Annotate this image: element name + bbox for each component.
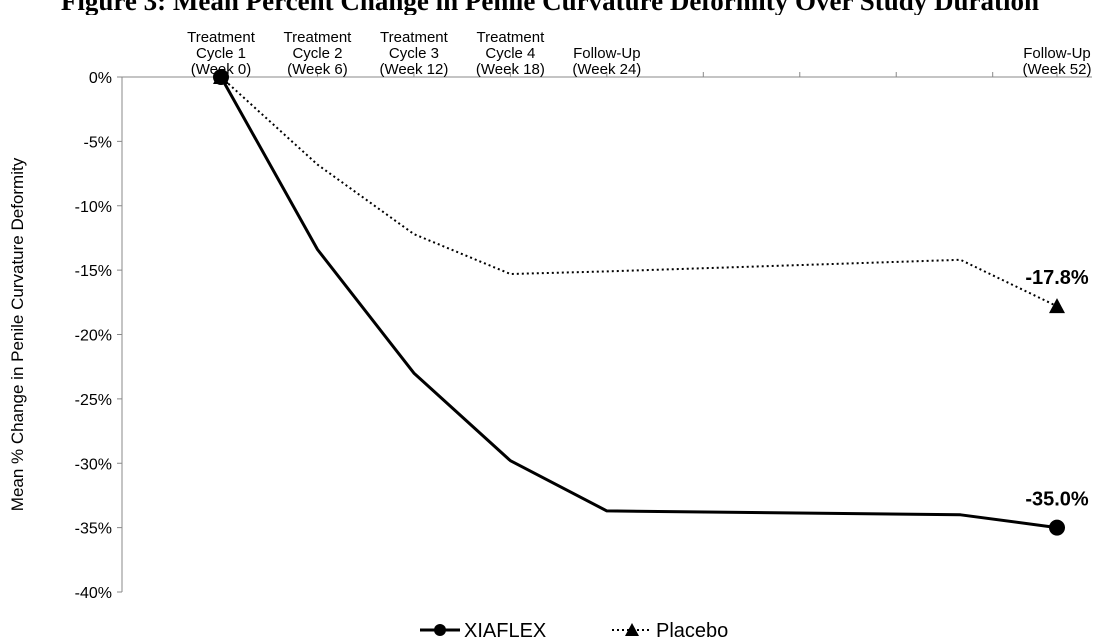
data-label-xiaflex: -35.0% xyxy=(1025,489,1089,511)
x-top-label: Cycle 3 xyxy=(389,45,439,62)
data-label-placebo: -17.8% xyxy=(1025,267,1089,289)
x-top-label: (Week 24) xyxy=(572,61,641,78)
y-tick-label: -40% xyxy=(75,585,112,602)
legend-label-placebo: Placebo xyxy=(656,620,728,642)
x-top-label: (Week 18) xyxy=(476,61,545,78)
series-marker-placebo xyxy=(213,69,229,84)
x-top-label: Treatment xyxy=(284,29,353,46)
x-top-label: Treatment xyxy=(476,29,545,46)
x-top-label: Cycle 2 xyxy=(292,45,342,62)
series-line-placebo xyxy=(220,76,1058,308)
series-marker-placebo xyxy=(1049,298,1065,314)
x-top-label: (Week 12) xyxy=(379,61,448,78)
chart-title: Figure 3: Mean Percent Change in Penile … xyxy=(60,0,1040,15)
x-top-label: Treatment xyxy=(187,29,256,46)
y-tick-label: -5% xyxy=(84,134,112,151)
x-top-label: Follow-Up xyxy=(573,45,641,62)
y-tick-label: -25% xyxy=(75,392,112,409)
y-tick-label: -35% xyxy=(75,521,112,538)
x-top-label: Follow-Up xyxy=(1023,45,1091,62)
x-top-label: Cycle 1 xyxy=(196,45,246,62)
series-marker-xiaflex xyxy=(1049,519,1065,536)
y-axis-label: Mean % Change in Penile Curvature Deform… xyxy=(8,157,27,511)
legend-marker-placebo xyxy=(625,623,639,636)
y-tick-label: -10% xyxy=(75,199,112,216)
y-tick-label: -20% xyxy=(75,328,112,345)
legend-marker-xiaflex xyxy=(434,624,446,636)
y-tick-label: -30% xyxy=(75,456,112,473)
x-top-label: (Week 52) xyxy=(1023,61,1092,78)
x-top-label: (Week 6) xyxy=(287,61,348,78)
x-top-label: Cycle 4 xyxy=(485,45,535,62)
legend-label-xiaflex: XIAFLEX xyxy=(464,620,546,642)
series-line-xiaflex xyxy=(219,76,1058,530)
x-top-label: Treatment xyxy=(380,29,449,46)
y-tick-label: 0% xyxy=(89,70,112,87)
y-tick-label: -15% xyxy=(75,263,112,280)
